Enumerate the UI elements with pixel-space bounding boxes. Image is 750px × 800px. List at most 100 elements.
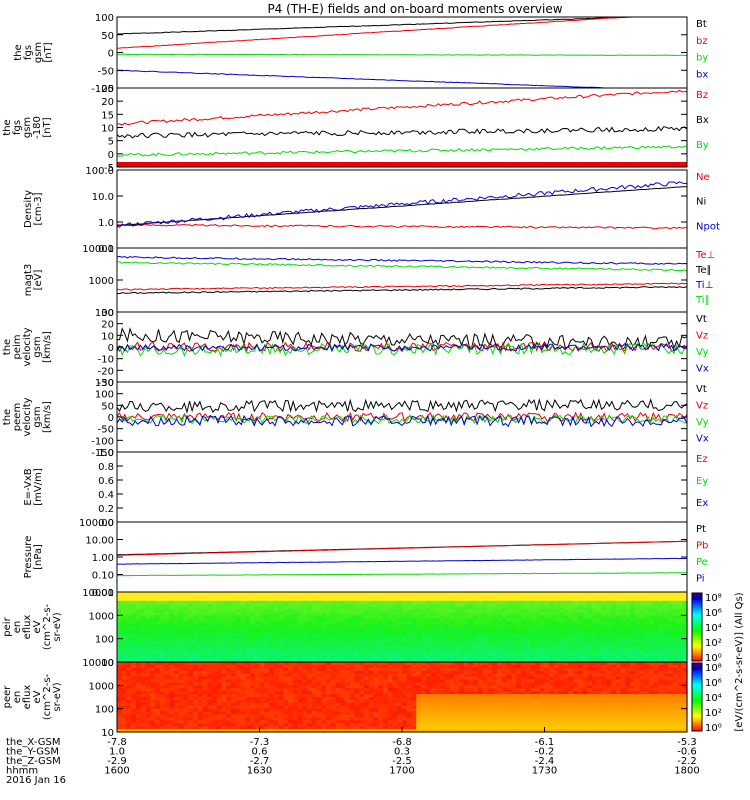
y-tick-label: 0 bbox=[108, 150, 114, 161]
heatmap-cell bbox=[392, 714, 398, 718]
heatmap-cell bbox=[121, 688, 128, 692]
heatmap-cell bbox=[183, 682, 189, 686]
heatmap-cell bbox=[131, 726, 137, 730]
heatmap-cell bbox=[155, 720, 161, 724]
heatmap-cell bbox=[364, 627, 370, 631]
heatmap-cell bbox=[392, 650, 398, 654]
heatmap-cell bbox=[245, 650, 251, 654]
heatmap-cell bbox=[668, 629, 674, 634]
heatmap-cell bbox=[563, 618, 569, 622]
heatmap-cell bbox=[216, 694, 223, 698]
heatmap-cell bbox=[378, 618, 384, 622]
heatmap-cell bbox=[373, 676, 379, 681]
heatmap-cell bbox=[273, 723, 280, 727]
heatmap-cell bbox=[644, 624, 650, 628]
heatmap-cell bbox=[188, 699, 194, 704]
heatmap-cell bbox=[359, 676, 365, 681]
heatmap-cell bbox=[202, 632, 208, 637]
heatmap-cell bbox=[178, 694, 185, 698]
heatmap-cell bbox=[373, 635, 379, 640]
heatmap-cell bbox=[254, 647, 261, 651]
heatmap-cell bbox=[368, 647, 375, 651]
heatmap-cell bbox=[174, 606, 180, 611]
heatmap-cell bbox=[392, 592, 398, 596]
heatmap-cell bbox=[264, 685, 270, 689]
heatmap-cell bbox=[558, 635, 565, 640]
heatmap-cell bbox=[587, 659, 593, 663]
heatmap-cell bbox=[212, 694, 218, 698]
heatmap-cell bbox=[677, 656, 683, 660]
heatmap-cell bbox=[117, 705, 123, 710]
heatmap-cell bbox=[330, 644, 337, 648]
heatmap-cell bbox=[178, 697, 185, 701]
heatmap-cell bbox=[383, 632, 389, 637]
heatmap-cell bbox=[435, 638, 441, 643]
heatmap-cell bbox=[449, 609, 455, 613]
heatmap-cell bbox=[387, 679, 394, 683]
heatmap-cell bbox=[126, 627, 132, 631]
heatmap-cell bbox=[240, 624, 246, 628]
heatmap-cell bbox=[178, 685, 185, 689]
heatmap-cell bbox=[340, 667, 346, 672]
heatmap-cell bbox=[497, 627, 503, 631]
heatmap-cell bbox=[278, 618, 284, 622]
heatmap-cell bbox=[278, 688, 284, 692]
heatmap-cell bbox=[587, 656, 593, 660]
heatmap-cell bbox=[482, 641, 489, 646]
heatmap-cell bbox=[216, 629, 223, 634]
heatmap-cell bbox=[326, 702, 332, 707]
heatmap-cell bbox=[615, 594, 622, 599]
heatmap-cell bbox=[544, 656, 550, 660]
heatmap-cell bbox=[245, 597, 251, 602]
heatmap-cell bbox=[145, 644, 151, 648]
heatmap-cell bbox=[411, 624, 417, 628]
heatmap-cell bbox=[473, 685, 479, 689]
heatmap-cell bbox=[297, 627, 303, 631]
heatmap-cell bbox=[577, 641, 584, 646]
heatmap-cell bbox=[159, 720, 166, 724]
heatmap-cell bbox=[349, 714, 356, 718]
heatmap-cell bbox=[183, 615, 189, 619]
heatmap-cell bbox=[354, 594, 360, 599]
heatmap-cell bbox=[297, 641, 303, 646]
heatmap-cell bbox=[207, 697, 213, 701]
heatmap-cell bbox=[359, 673, 365, 678]
heatmap-cell bbox=[321, 714, 327, 718]
heatmap-cell bbox=[630, 644, 636, 648]
heatmap-cell bbox=[672, 592, 679, 596]
heatmap-cell bbox=[150, 667, 156, 672]
heatmap-cell bbox=[288, 717, 294, 721]
heatmap-cell bbox=[549, 592, 555, 596]
heatmap-cell bbox=[240, 699, 246, 704]
heatmap-cell bbox=[231, 664, 237, 669]
heatmap-cell bbox=[117, 694, 123, 698]
heatmap-cell bbox=[492, 638, 498, 643]
heatmap-cell bbox=[387, 653, 394, 657]
heatmap-cell bbox=[463, 708, 470, 713]
heatmap-cell bbox=[259, 685, 265, 689]
heatmap-cell bbox=[254, 641, 261, 646]
heatmap-cell bbox=[174, 597, 180, 602]
heatmap-cell bbox=[397, 650, 403, 654]
heatmap-cell bbox=[321, 679, 327, 683]
heatmap-cell bbox=[425, 673, 432, 678]
heatmap-cell bbox=[554, 600, 560, 605]
heatmap-cell bbox=[288, 615, 294, 619]
heatmap-cell bbox=[197, 603, 204, 608]
heatmap-cell bbox=[316, 682, 322, 686]
heatmap-cell bbox=[292, 656, 299, 660]
heatmap-cell bbox=[473, 708, 479, 713]
heatmap-cell bbox=[164, 656, 170, 660]
heatmap-cell bbox=[573, 647, 579, 651]
heatmap-cell bbox=[368, 702, 375, 707]
heatmap-cell bbox=[183, 656, 189, 660]
heatmap-cell bbox=[264, 650, 270, 654]
heatmap-cell bbox=[354, 600, 360, 605]
y-label-line: (cm^2-s- bbox=[42, 603, 53, 650]
heatmap-cell bbox=[601, 615, 607, 619]
heatmap-cell bbox=[625, 597, 631, 602]
heatmap-cell bbox=[345, 624, 351, 628]
heatmap-cell bbox=[349, 653, 356, 657]
heatmap-cell bbox=[178, 592, 185, 596]
heatmap-cell bbox=[283, 647, 289, 651]
